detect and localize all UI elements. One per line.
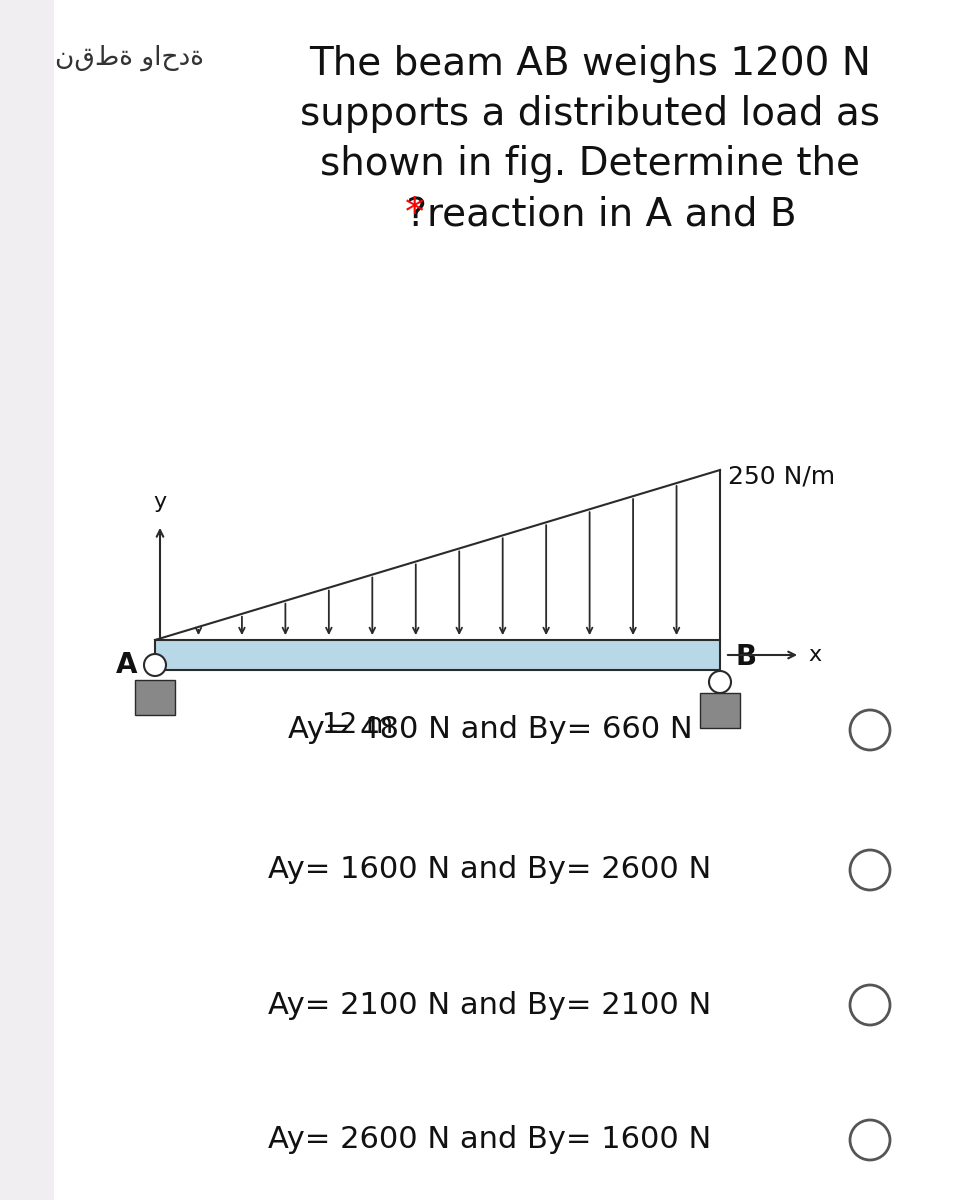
- Text: x: x: [808, 646, 821, 665]
- Text: *: *: [405, 194, 425, 233]
- Text: 250 N/m: 250 N/m: [728, 464, 835, 490]
- Text: ?reaction in A and B: ?reaction in A and B: [393, 194, 796, 233]
- Text: نقطة واحدة: نقطة واحدة: [55, 44, 204, 71]
- Text: supports a distributed load as: supports a distributed load as: [300, 95, 880, 133]
- Text: Ay= 2600 N and By= 1600 N: Ay= 2600 N and By= 1600 N: [268, 1126, 712, 1154]
- Bar: [0, 0, 54, 1200]
- Circle shape: [144, 654, 166, 676]
- Circle shape: [850, 850, 890, 890]
- Text: The beam AB weighs 1200 N: The beam AB weighs 1200 N: [309, 44, 871, 83]
- Bar: [155, 640, 720, 670]
- Circle shape: [850, 985, 890, 1025]
- Bar: [700, 692, 740, 728]
- Text: y: y: [153, 492, 167, 512]
- Text: B: B: [736, 643, 757, 671]
- Text: Ay= 480 N and By= 660 N: Ay= 480 N and By= 660 N: [288, 715, 692, 744]
- Text: Ay= 2100 N and By= 2100 N: Ay= 2100 N and By= 2100 N: [268, 990, 712, 1020]
- Circle shape: [709, 671, 731, 692]
- Text: 12 m: 12 m: [322, 710, 393, 739]
- Circle shape: [850, 710, 890, 750]
- Circle shape: [850, 1120, 890, 1160]
- Text: shown in fig. Determine the: shown in fig. Determine the: [320, 145, 860, 182]
- Text: Ay= 1600 N and By= 2600 N: Ay= 1600 N and By= 2600 N: [268, 856, 712, 884]
- Bar: [135, 680, 175, 715]
- Text: A: A: [115, 650, 137, 679]
